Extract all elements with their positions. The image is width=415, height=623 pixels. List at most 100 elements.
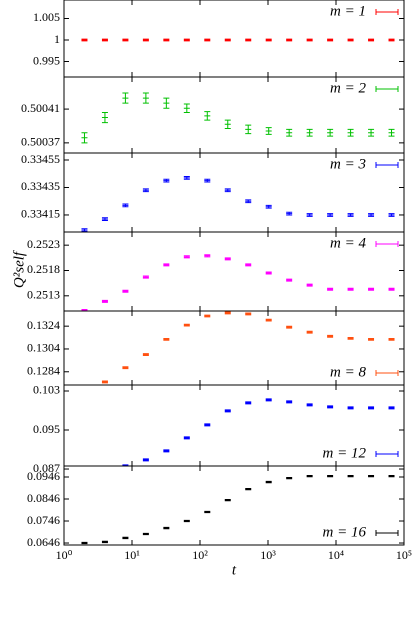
error-bar (204, 111, 211, 121)
error-bar (81, 38, 88, 42)
error-bar (224, 38, 231, 42)
error-bar (245, 263, 252, 267)
legend-sample (375, 530, 399, 536)
error-bar (388, 287, 395, 291)
error-bar (204, 38, 211, 42)
y-tick-label: 0.995 (33, 53, 60, 67)
error-bar (368, 406, 375, 410)
error-bar (204, 510, 211, 514)
error-bar (122, 289, 129, 293)
y-tick-label: 0.1284 (27, 364, 60, 378)
y-tick-label: 1 (54, 32, 60, 46)
error-bar (265, 318, 272, 322)
error-bar (265, 398, 272, 402)
error-bar (347, 213, 354, 217)
error-bar (245, 487, 252, 491)
error-bar (224, 311, 231, 315)
error-bar (347, 336, 354, 340)
error-bar (265, 271, 272, 275)
error-bar (101, 217, 108, 221)
error-bar (265, 204, 272, 209)
error-bar (122, 92, 129, 104)
legend-label: m = 4 (330, 235, 366, 251)
error-bar (368, 337, 375, 341)
y-tick-label: 0.1324 (27, 318, 60, 332)
error-bar (245, 401, 252, 405)
error-bar (306, 330, 313, 334)
legend-label: m = 1 (330, 3, 366, 19)
error-bar (347, 38, 354, 42)
x-axis-label: t (232, 562, 237, 578)
legend-label: m = 12 (323, 445, 367, 461)
y-tick-label: 0.0846 (27, 491, 60, 505)
error-bar (224, 257, 231, 261)
error-bar (122, 38, 129, 42)
error-bar (306, 38, 313, 42)
error-bar (347, 474, 354, 478)
series (81, 175, 395, 232)
error-bar (81, 541, 88, 545)
error-bar (347, 406, 354, 410)
error-bar (286, 400, 293, 404)
y-tick-label: 0.2513 (27, 288, 60, 302)
error-bar (204, 254, 211, 258)
y-tick-label: 0.50037 (21, 135, 60, 149)
y-tick-label: 0.33455 (21, 152, 60, 166)
error-bar (286, 278, 293, 282)
error-bar (183, 103, 190, 113)
series (101, 311, 395, 384)
legend-sample (375, 451, 399, 457)
error-bar (204, 178, 211, 183)
error-bar (265, 38, 272, 42)
y-tick-label: 0.2523 (27, 237, 60, 251)
error-bar (368, 287, 375, 291)
error-bar (265, 480, 272, 484)
error-bar (327, 38, 334, 42)
error-bar (327, 334, 334, 338)
error-bar (204, 314, 211, 318)
error-bar (286, 476, 293, 480)
x-tick-label: 10¹ (124, 548, 140, 562)
y-tick-label: 0.0946 (27, 469, 60, 483)
error-bar (122, 203, 129, 208)
y-tick-label: 0.0646 (27, 535, 60, 549)
legend-label: m = 8 (330, 364, 366, 380)
y-tick-label: 0.0746 (27, 513, 60, 527)
legend-sample (375, 370, 399, 376)
error-bar (368, 474, 375, 478)
error-bar (101, 299, 108, 303)
error-bar (347, 128, 354, 137)
x-tick-label: 10³ (260, 548, 276, 562)
error-bar (142, 458, 149, 462)
error-bar (306, 128, 313, 137)
error-bar (142, 275, 149, 279)
y-tick-label: 0.103 (33, 383, 60, 397)
error-bar (388, 128, 395, 137)
error-bar (142, 38, 149, 42)
y-tick-label: 1.005 (33, 10, 60, 24)
y-tick-label: 0.095 (33, 422, 60, 436)
error-bar (388, 337, 395, 341)
error-bar (306, 213, 313, 217)
series (81, 474, 395, 545)
legend-label: m = 3 (330, 156, 366, 172)
legend-label: m = 16 (323, 524, 367, 540)
legend-sample (375, 241, 399, 247)
error-bar (163, 449, 170, 453)
error-bar (183, 175, 190, 180)
error-bar (368, 128, 375, 137)
error-bar (122, 536, 129, 540)
error-bar (245, 38, 252, 42)
error-bar (306, 474, 313, 478)
error-bar (163, 263, 170, 267)
error-bar (142, 92, 149, 104)
error-bar (327, 474, 334, 478)
legend-label: m = 2 (330, 80, 366, 96)
error-bar (183, 519, 190, 523)
legend-sample (375, 9, 399, 15)
error-bar (286, 128, 293, 137)
x-tick-label: 10² (192, 548, 208, 562)
legend-sample (375, 86, 399, 92)
error-bar (163, 38, 170, 42)
